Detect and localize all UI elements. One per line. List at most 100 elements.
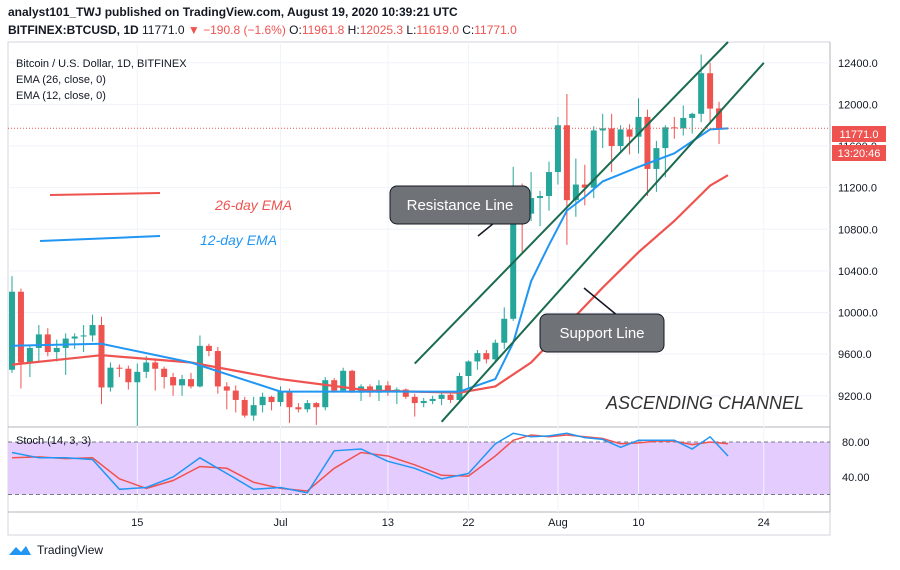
last-price: 11771.0 [142, 23, 185, 37]
support-callout [539, 313, 665, 353]
candle-body [116, 367, 123, 369]
candle [429, 395, 436, 405]
candle-body [223, 386, 230, 391]
candle [188, 372, 194, 389]
candle-body [26, 347, 33, 363]
ema12-key-line [39, 235, 161, 242]
candle-body [716, 108, 723, 129]
candle [456, 372, 463, 401]
candle-body [617, 129, 624, 147]
candle-body [680, 117, 687, 129]
candle-body [62, 338, 69, 348]
price-tick-label: 9600.0 [838, 349, 872, 361]
candle [322, 377, 329, 411]
candle [44, 328, 51, 357]
countdown-tag [832, 145, 886, 161]
stoch-tick-label: 80.00 [842, 437, 870, 449]
candle [528, 172, 535, 221]
candle-body [429, 398, 436, 401]
ema26-legend: EMA (26, close, 0) [16, 74, 106, 86]
candle [53, 339, 60, 362]
support-callout-pointer [583, 287, 619, 317]
candle-body [608, 128, 615, 147]
candle-body [465, 361, 472, 377]
stoch-axis: 40.00 80.00 [842, 437, 870, 484]
candle-body [44, 334, 51, 353]
candle [313, 402, 320, 425]
candle-body [563, 125, 570, 201]
candle [358, 384, 365, 401]
candle [170, 372, 177, 396]
candle-body [313, 403, 320, 408]
price-tick-label: 12400.0 [838, 58, 878, 70]
candle-body [107, 367, 114, 388]
candle [250, 396, 257, 421]
candle [537, 190, 544, 227]
candle [125, 365, 132, 390]
candle-body [295, 407, 302, 410]
ema12-line [11, 127, 729, 393]
candle [635, 98, 642, 154]
time-tick-label: Jul [273, 517, 287, 529]
time-tick-label: 15 [131, 517, 143, 529]
candle [152, 358, 159, 391]
price-tick-label: 10000.0 [838, 308, 878, 320]
close-value: 11771.0 [474, 23, 517, 37]
chart-title: Bitcoin / U.S. Dollar, 1D, BITFINEX [16, 58, 187, 70]
candle [420, 397, 427, 408]
candle-body [689, 113, 696, 118]
candle-body [537, 196, 544, 199]
candle-body [125, 368, 132, 383]
candle-body [572, 184, 579, 201]
candle [617, 125, 624, 154]
ema12-legend: EMA (12, close, 0) [16, 90, 106, 102]
candle-body [304, 403, 311, 410]
candle [286, 388, 293, 423]
candle-body [546, 172, 552, 196]
candle [581, 164, 588, 206]
stoch-band-fill [8, 442, 830, 495]
candle-body [402, 389, 409, 397]
candle [492, 339, 499, 362]
candle [716, 101, 723, 145]
candle [546, 161, 552, 211]
candle [572, 158, 579, 217]
resistance-trendline[interactable] [414, 41, 729, 365]
channel-annotation: ASCENDING CHANNEL [605, 393, 804, 413]
support-callout-text: Support Line [559, 325, 644, 342]
candle-body [635, 116, 642, 137]
candle-body [89, 325, 96, 336]
candle-body [447, 394, 454, 400]
candle-body [483, 353, 490, 360]
candle [707, 62, 714, 125]
candle [35, 325, 42, 362]
candle-body [9, 291, 15, 370]
candle [179, 374, 186, 396]
price-tick-label: 10400.0 [838, 266, 878, 278]
candle-body [152, 362, 159, 369]
publish-info: analyst101_TWJ published on TradingView.… [8, 5, 458, 19]
candle [80, 325, 87, 353]
price-tick-label: 10800.0 [838, 224, 878, 236]
tradingview-logo-icon [9, 546, 31, 555]
candle-body [349, 370, 356, 393]
candles [9, 54, 723, 426]
candle [232, 385, 239, 413]
candle-body [35, 334, 42, 348]
candle [662, 125, 669, 178]
time-tick-label: 10 [632, 517, 644, 529]
footer[interactable]: TradingView [8, 543, 103, 557]
price-tick-label: 11200.0 [838, 183, 877, 195]
candle-body [17, 291, 24, 363]
candle-body [250, 405, 257, 416]
candle-body [71, 336, 78, 339]
candle-body [134, 371, 141, 383]
candle [134, 363, 141, 426]
candle-body [80, 335, 87, 337]
resistance-callout-text: Resistance Line [407, 197, 514, 214]
candle-body [170, 377, 177, 386]
candle-body [644, 116, 651, 169]
down-arrow-icon: ▼ [187, 23, 200, 37]
support-trendline[interactable] [440, 62, 765, 423]
